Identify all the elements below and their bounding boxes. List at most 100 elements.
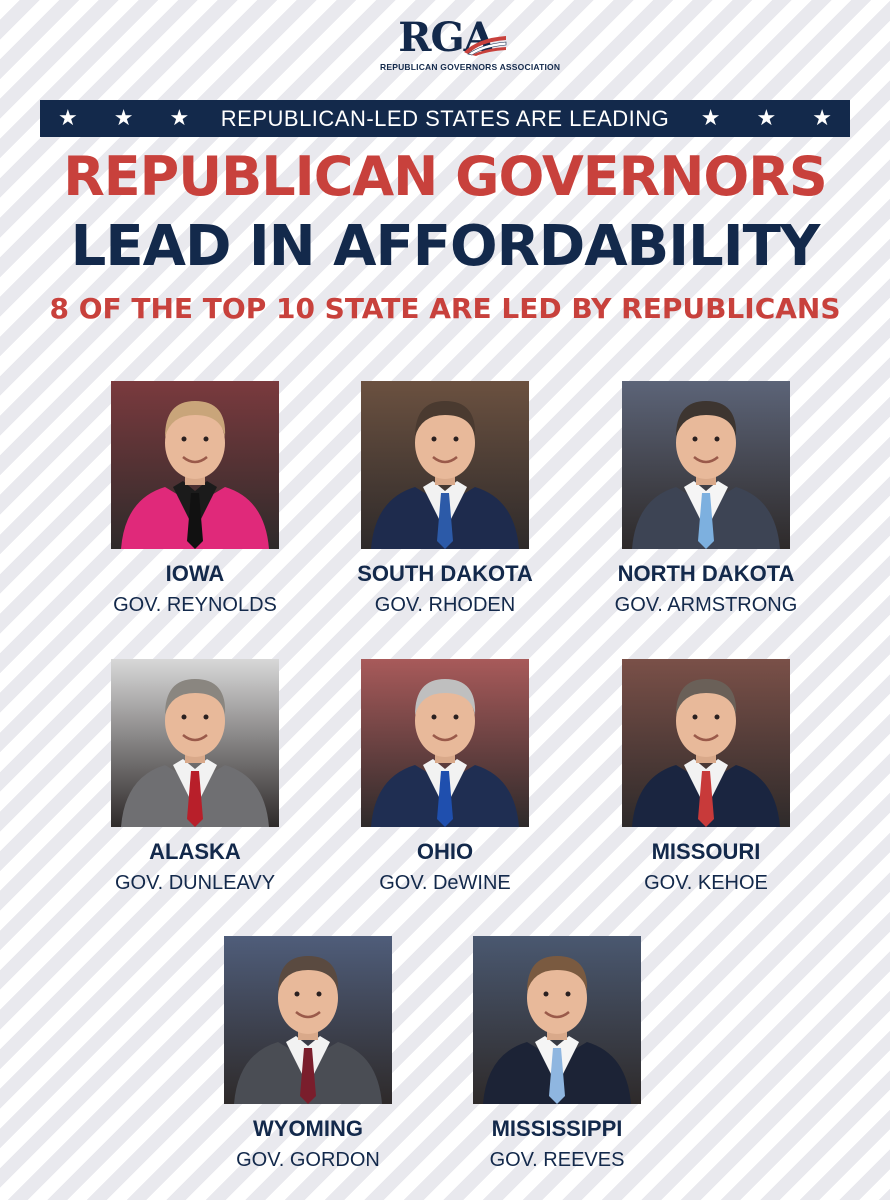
banner-text: REPUBLICAN-LED STATES ARE LEADING (220, 105, 670, 131)
governor-portrait (622, 659, 790, 827)
portrait-illustration (632, 401, 780, 549)
headline-line1: REPUBLICAN GOVERNORS (63, 145, 828, 208)
portrait-hair (527, 956, 588, 992)
star-icon: ★ (169, 105, 190, 131)
portrait-face (278, 962, 338, 1034)
portrait-smile (693, 456, 719, 464)
portrait-eye (565, 991, 571, 997)
governor-portrait (361, 381, 529, 549)
star-icon: ★ (113, 105, 134, 131)
governor-portrait (224, 936, 392, 1104)
star-icon: ★ (700, 105, 721, 131)
portrait-face (527, 962, 587, 1034)
portrait-eye (692, 436, 698, 442)
portrait-smile (544, 1011, 570, 1019)
star-icon: ★ (756, 105, 777, 131)
rga-logo-subtitle: REPUBLICAN GOVERNORS ASSOCIATION (380, 62, 561, 72)
portrait-illustration (121, 679, 269, 827)
portrait-illustration (234, 956, 382, 1104)
star-icon: ★ (58, 105, 78, 131)
governor-card: WYOMING GOV. GORDON (208, 936, 408, 1172)
governor-card: MISSOURI GOV. KEHOE (606, 659, 806, 895)
governor-card: ALASKA GOV. DUNLEAVY (95, 659, 295, 895)
governor-state: ALASKA (149, 839, 241, 864)
governor-portrait (473, 936, 641, 1104)
governor-portrait (361, 659, 529, 827)
rga-logo-wordmark: RGA (380, 14, 512, 62)
portrait-face (676, 407, 736, 479)
portrait-eye (316, 991, 322, 997)
portrait-smile (693, 734, 719, 742)
governor-name: GOV. REYNOLDS (113, 594, 277, 616)
portrait-eye (714, 436, 720, 442)
governor-card: MISSISSIPPI GOV. REEVES (457, 936, 657, 1172)
portrait-smile (182, 456, 208, 464)
portrait-eye (431, 436, 437, 442)
portrait-eye (453, 436, 459, 442)
portrait-smile (432, 734, 458, 742)
governor-name: GOV. DUNLEAVY (114, 872, 276, 894)
portrait-illustration (483, 956, 631, 1104)
portrait-eye (203, 714, 209, 720)
portrait-eye (181, 714, 187, 720)
portrait-eye (203, 436, 209, 442)
headline-line2: LEAD IN AFFORDABILITY (70, 214, 821, 279)
portrait-eye (181, 436, 187, 442)
governor-card: OHIO GOV. DeWINE (345, 659, 545, 895)
governor-card: NORTH DAKOTA GOV. ARMSTRONG (606, 381, 806, 617)
portrait-illustration (371, 401, 519, 549)
governor-name: GOV. DeWINE (379, 872, 511, 894)
portrait-face (415, 685, 475, 757)
governor-state: MISSOURI (651, 839, 761, 864)
portrait-eye (692, 714, 698, 720)
portrait-smile (432, 456, 458, 464)
governor-name: GOV. KEHOE (644, 872, 768, 894)
governor-state: IOWA (165, 561, 225, 586)
portrait-hair (278, 956, 339, 992)
portrait-tie (698, 771, 714, 827)
governor-portrait (111, 659, 279, 827)
portrait-eye (431, 714, 437, 720)
governor-card: SOUTH DAKOTA GOV. RHODEN (345, 381, 545, 617)
governor-state: OHIO (416, 839, 474, 864)
portrait-illustration (371, 679, 519, 827)
portrait-illustration (632, 679, 780, 827)
banner-stars-left: ★ ★ ★ (58, 105, 190, 131)
portrait-eye (714, 714, 720, 720)
governor-state: WYOMING (253, 1116, 363, 1141)
governor-state: SOUTH DAKOTA (357, 561, 533, 586)
portrait-hair (415, 401, 476, 437)
rga-logo: RGA REPUBLICAN GOVERNORS ASSOCIATION (380, 14, 561, 86)
portrait-face (165, 685, 225, 757)
portrait-hair (165, 679, 226, 715)
portrait-tie (437, 493, 453, 549)
portrait-smile (295, 1011, 321, 1019)
portrait-eye (294, 991, 300, 997)
governor-state: MISSISSIPPI (491, 1116, 623, 1141)
governor-state: NORTH DAKOTA (617, 561, 795, 586)
governor-name: GOV. ARMSTRONG (614, 594, 798, 616)
banner-stars-right: ★ ★ ★ (700, 105, 832, 131)
headline-subline: 8 OF THE TOP 10 STATE ARE LED BY REPUBLI… (49, 292, 841, 325)
portrait-face (415, 407, 475, 479)
portrait-hair (165, 401, 226, 437)
governor-portrait (622, 381, 790, 549)
portrait-tie (698, 493, 714, 549)
portrait-tie (187, 493, 203, 549)
portrait-eye (453, 714, 459, 720)
governor-name: GOV. RHODEN (374, 594, 516, 616)
portrait-eye (543, 991, 549, 997)
governor-card: IOWA GOV. REYNOLDS (95, 381, 295, 617)
portrait-smile (182, 734, 208, 742)
portrait-hair (676, 401, 737, 437)
governor-name: GOV. REEVES (489, 1149, 625, 1171)
star-icon: ★ (812, 105, 832, 131)
portrait-tie (549, 1048, 565, 1104)
portrait-illustration (121, 401, 269, 549)
governor-name: GOV. GORDON (236, 1149, 380, 1171)
banner: ★ ★ ★ REPUBLICAN-LED STATES ARE LEADING … (40, 100, 850, 137)
portrait-face (165, 407, 225, 479)
portrait-tie (300, 1048, 316, 1104)
portrait-tie (437, 771, 453, 827)
portrait-hair (676, 679, 737, 715)
